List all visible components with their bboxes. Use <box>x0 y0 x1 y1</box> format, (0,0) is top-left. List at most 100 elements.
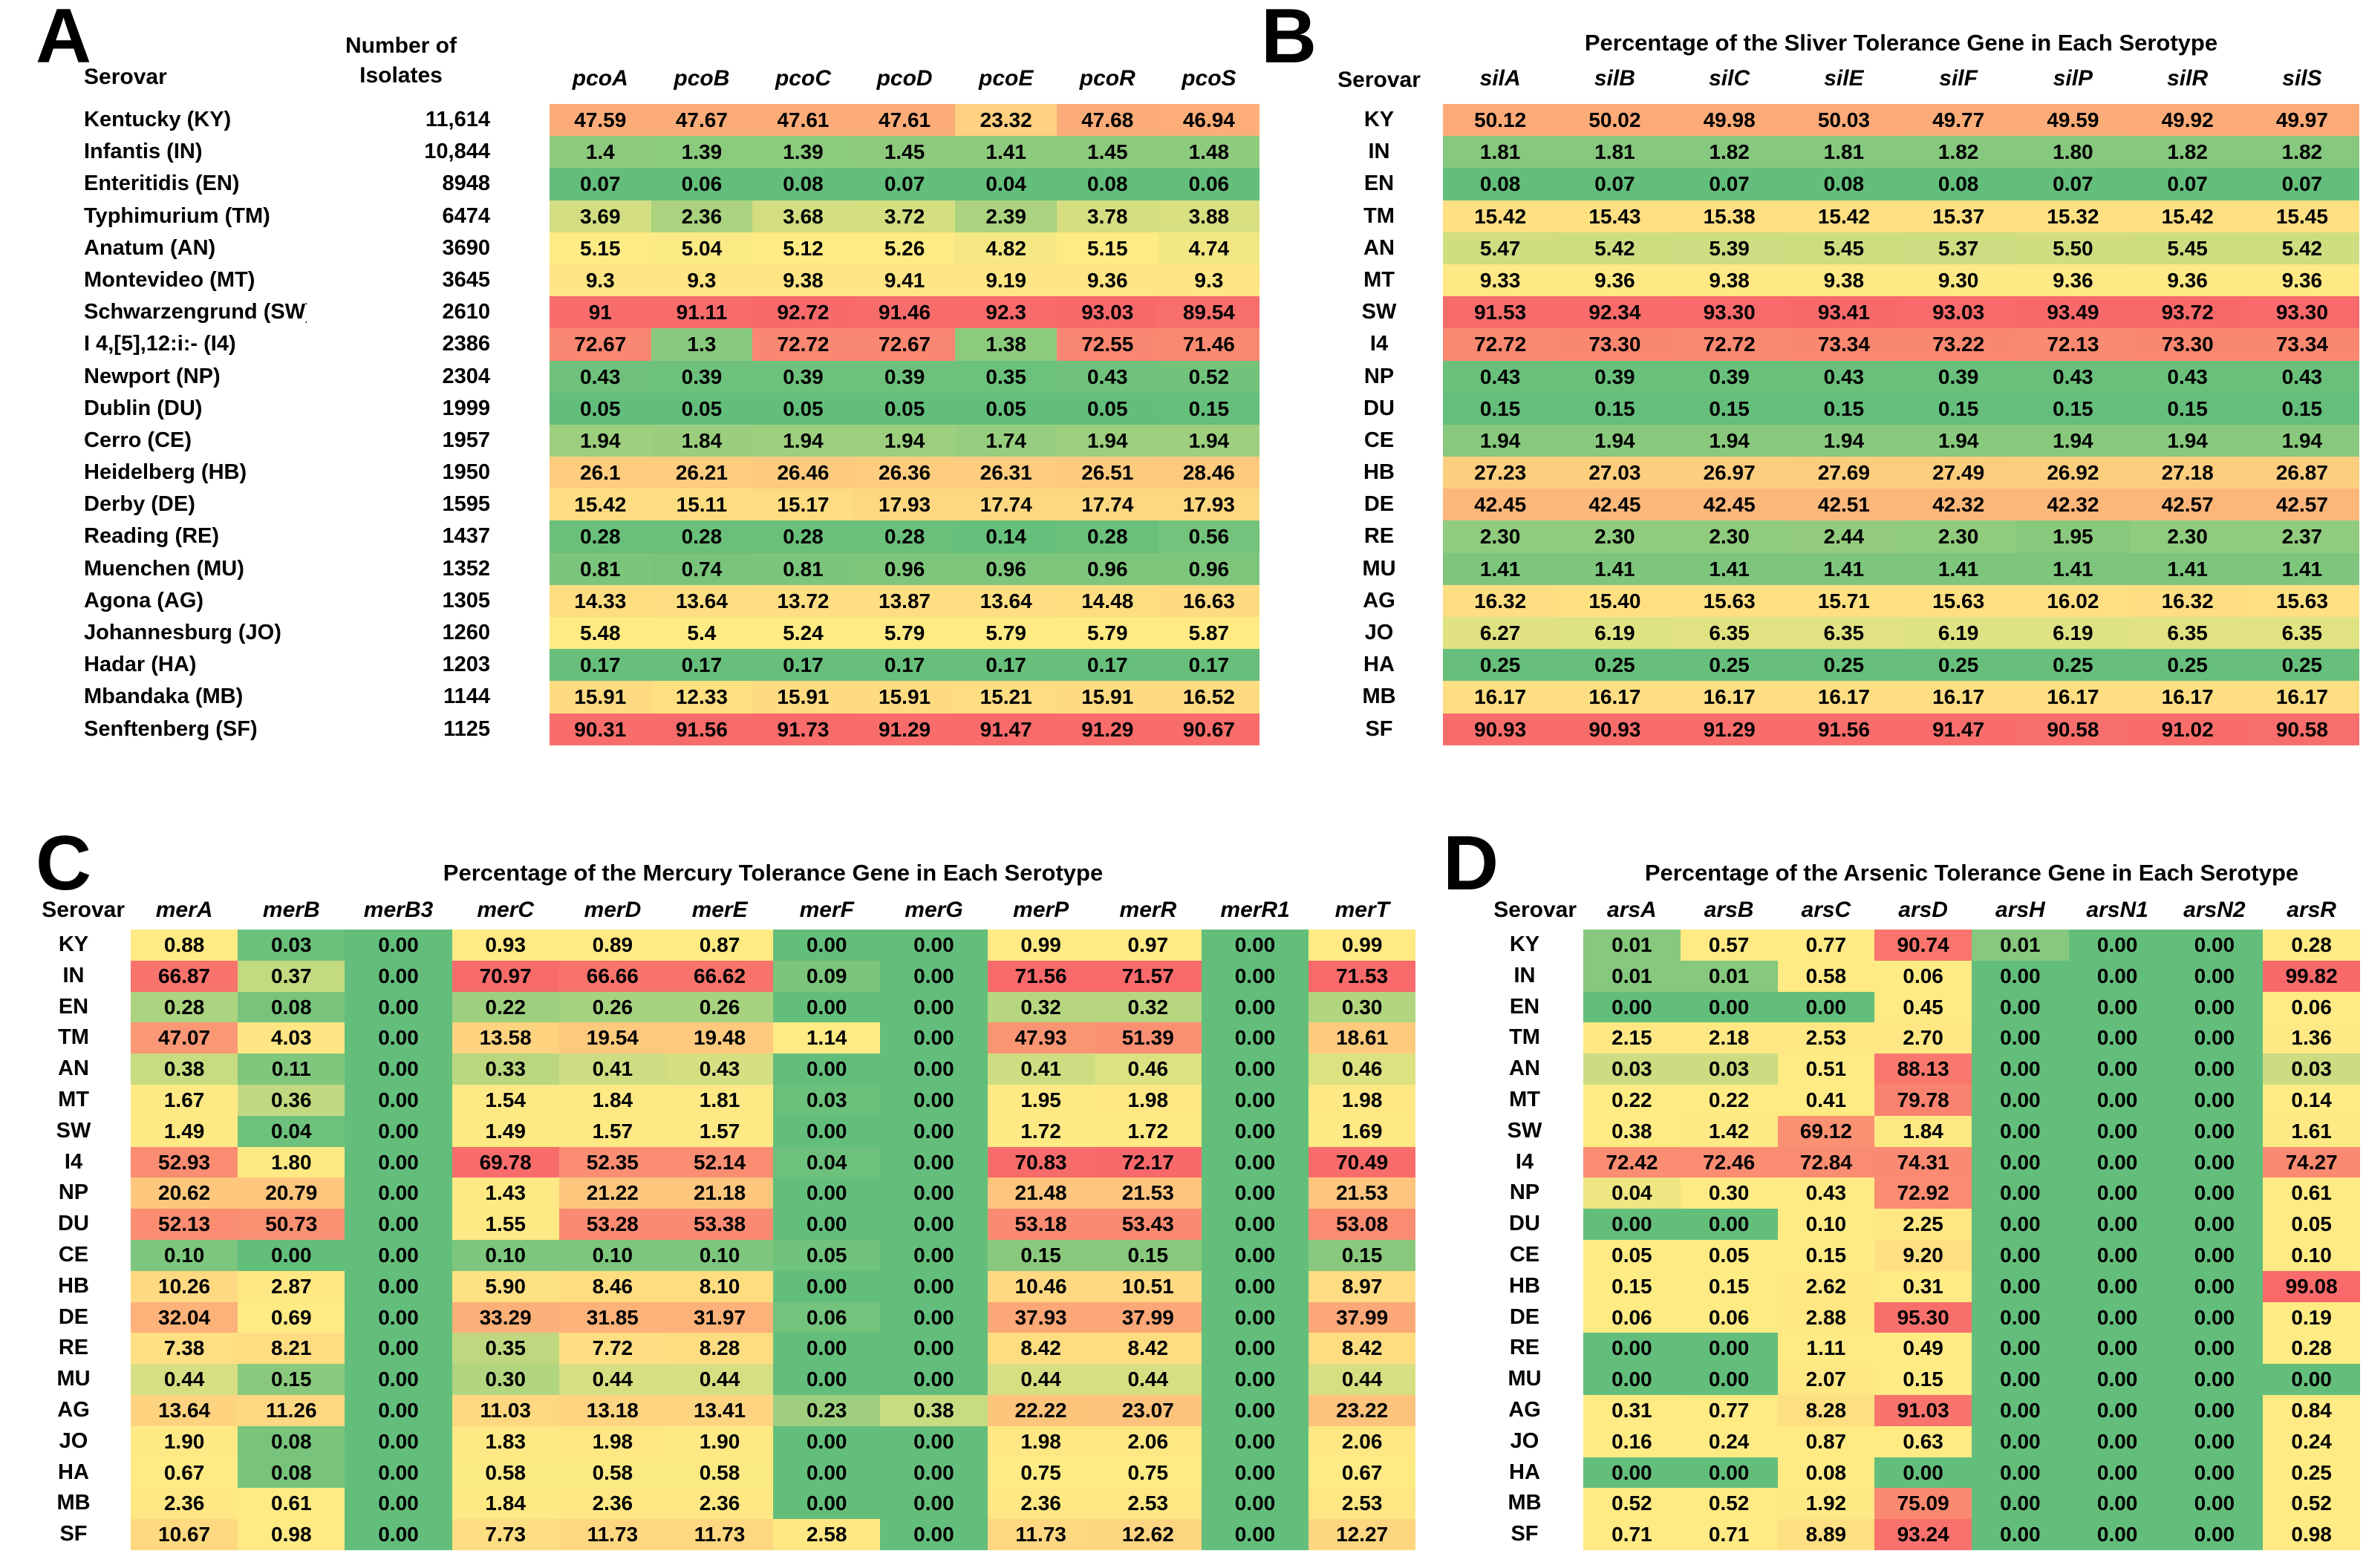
heatmap-cell: 0.00 <box>2068 991 2166 1023</box>
heatmap-cell: 71.56 <box>987 960 1095 992</box>
heatmap-cell: 90.58 <box>2015 713 2131 745</box>
heatmap-cell: 1.3 <box>651 328 753 361</box>
heatmap-cell: 0.06 <box>1158 168 1260 200</box>
heatmap-cell: 0.00 <box>880 960 988 992</box>
serovar-label: EN <box>1363 172 1395 196</box>
serovar-label: Johannesburg (JO) <box>84 621 281 644</box>
heatmap-cell: 0.00 <box>2165 1425 2264 1457</box>
heatmap-cell: 37.99 <box>1094 1301 1202 1333</box>
serovar-label: EN <box>1509 994 1540 1019</box>
heatmap-cell: 2.36 <box>131 1488 238 1520</box>
heatmap-cell: 73.30 <box>2130 328 2245 361</box>
heatmap-cell: 17.74 <box>1056 489 1158 521</box>
heatmap-cell: 21.48 <box>987 1177 1095 1209</box>
serovar-label: Montevideo (MT) <box>84 267 255 292</box>
gene-column-header: pcoC <box>775 66 831 91</box>
heatmap-cell: 0.31 <box>1874 1270 1972 1302</box>
heatmap-cell: 92.34 <box>1557 296 1672 329</box>
heatmap-cell: 0.00 <box>2165 1239 2264 1271</box>
heatmap-cell: 0.45 <box>1874 991 1972 1023</box>
heatmap-cell: 0.88 <box>131 930 238 961</box>
panel-d-title: Percentage of the Arsenic Tolerance Gene… <box>1644 860 2299 886</box>
heatmap-cell: 1.94 <box>1443 424 1558 457</box>
heatmap-cell: 0.00 <box>880 1022 988 1054</box>
heatmap-cell: 50.12 <box>1443 104 1558 137</box>
serovar-label: MB <box>1362 685 1396 709</box>
heatmap-cell: 2.58 <box>773 1519 881 1550</box>
heatmap-cell: 0.38 <box>1583 1115 1681 1147</box>
gene-column-header: arsA <box>1607 898 1657 922</box>
heatmap-cell: 1.69 <box>1309 1115 1416 1147</box>
heatmap-cell: 0.52 <box>1158 360 1260 393</box>
heatmap-cell: 0.00 <box>880 1364 988 1395</box>
heatmap-cell: 15.42 <box>2130 200 2245 232</box>
heatmap-cell: 0.01 <box>1972 930 2069 961</box>
serovar-label: I 4,[5],12:i:- (I4) <box>84 332 236 356</box>
heatmap-cell: 2.53 <box>1777 1022 1875 1054</box>
gene-column-header: silR <box>2167 66 2209 91</box>
heatmap-cell: 3.68 <box>752 200 854 232</box>
heatmap-cell: 0.00 <box>1972 1084 2069 1116</box>
heatmap-cell: 0.11 <box>238 1054 345 1085</box>
gene-column-header: merG <box>905 898 963 922</box>
heatmap-cell: 91.47 <box>1901 713 2016 745</box>
panel-c-title: Percentage of the Mercury Tolerance Gene… <box>443 860 1104 886</box>
heatmap-cell: 0.39 <box>853 360 956 393</box>
serovar-label: NP <box>1363 364 1395 388</box>
heatmap-cell: 0.00 <box>880 1519 988 1550</box>
heatmap-cell: 47.59 <box>550 104 651 137</box>
serovar-label: HA <box>1509 1460 1540 1484</box>
heatmap-cell: 73.30 <box>1557 328 1672 361</box>
heatmap-cell: 0.00 <box>2165 1270 2264 1302</box>
panel-c-letter: C <box>36 820 91 906</box>
heatmap-cell: 4.03 <box>238 1022 345 1054</box>
heatmap-cell: 0.00 <box>345 1239 452 1271</box>
heatmap-cell: 99.08 <box>2263 1270 2360 1302</box>
heatmap-cell: 1.94 <box>1557 424 1672 457</box>
heatmap-cell: 15.42 <box>1786 200 1901 232</box>
heatmap-cell: 72.72 <box>1443 328 1558 361</box>
heatmap-cell: 0.00 <box>1201 1239 1309 1271</box>
serovar-label: CE <box>1363 428 1395 452</box>
serovar-label: Enteritidis (EN) <box>84 172 240 196</box>
heatmap-cell: 49.98 <box>1672 104 1787 137</box>
heatmap-cell: 93.03 <box>1056 296 1158 329</box>
heatmap-cell: 0.00 <box>2068 1270 2166 1302</box>
heatmap-cell: 0.28 <box>853 520 956 553</box>
serovar-label: JO <box>1364 621 1394 644</box>
serovar-label: HB <box>58 1273 89 1298</box>
heatmap-cell: 0.00 <box>880 1457 988 1489</box>
heatmap-cell: 52.13 <box>131 1209 238 1240</box>
heatmap-cell: 9.19 <box>955 264 1057 297</box>
heatmap-cell: 0.08 <box>238 1425 345 1457</box>
heatmap-cell: 2.36 <box>665 1488 774 1520</box>
heatmap-cell: 0.00 <box>880 1115 988 1147</box>
heatmap-cell: 0.15 <box>1786 392 1901 425</box>
heatmap-cell: 31.85 <box>558 1301 666 1333</box>
heatmap-cell: 42.51 <box>1786 489 1901 521</box>
heatmap-cell: 6.27 <box>1443 617 1558 650</box>
heatmap-cell: 17.74 <box>955 489 1057 521</box>
heatmap-cell: 70.97 <box>452 960 559 992</box>
gene-column-header: arsD <box>1898 898 1948 922</box>
heatmap-cell: 0.00 <box>345 1084 452 1116</box>
heatmap-cell: 16.17 <box>1443 681 1558 713</box>
heatmap-cell: 0.28 <box>2263 930 2360 961</box>
heatmap-cell: 0.00 <box>345 1146 452 1178</box>
heatmap-cell: 0.25 <box>1672 649 1787 682</box>
heatmap-cell: 49.77 <box>1901 104 2016 137</box>
heatmap-cell: 0.03 <box>2263 1054 2360 1085</box>
heatmap-cell: 53.38 <box>665 1209 774 1240</box>
heatmap-cell: 2.44 <box>1786 520 1901 553</box>
heatmap-cell: 15.40 <box>1557 584 1672 617</box>
heatmap-cell: 1.38 <box>955 328 1057 361</box>
heatmap-cell: 0.00 <box>880 1301 988 1333</box>
heatmap-cell: 1.84 <box>452 1488 559 1520</box>
heatmap-cell: 5.12 <box>752 232 854 264</box>
serovar-column-header: Serovar <box>1493 898 1577 922</box>
heatmap-cell: 66.66 <box>558 960 666 992</box>
heatmap-cell: 15.91 <box>550 681 651 713</box>
heatmap-cell: 50.73 <box>238 1209 345 1240</box>
heatmap-cell: 1.43 <box>452 1177 559 1209</box>
heatmap-cell: 21.18 <box>665 1177 774 1209</box>
